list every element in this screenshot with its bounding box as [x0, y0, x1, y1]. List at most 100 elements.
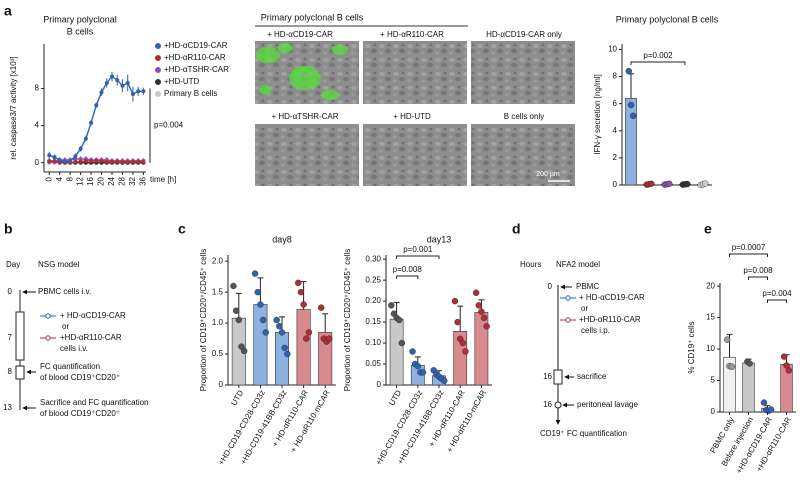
step: of blood CD19⁺CD20⁺	[40, 409, 120, 418]
step: PBMC	[576, 282, 599, 291]
point	[472, 289, 480, 296]
bar	[625, 97, 637, 186]
annotation: p=0.002	[643, 51, 673, 60]
point	[459, 339, 467, 347]
y-tick-label: 0.20	[365, 296, 381, 305]
point	[94, 103, 99, 108]
point	[104, 80, 109, 85]
point	[235, 316, 243, 324]
point	[409, 348, 416, 355]
step: + HD-αCD19-CAR	[579, 293, 645, 302]
legend-label: +HD-αR110-CAR	[164, 53, 226, 62]
microscopy: Primary polyclonal B cells + HD-αCD19-CA…	[255, 12, 575, 186]
point	[273, 316, 280, 324]
micro-image	[363, 41, 467, 104]
step: cells i.v.	[60, 344, 88, 353]
legend-marker	[45, 313, 51, 319]
point	[136, 159, 141, 164]
x-tick-label: + HD-αR110-mCAR	[445, 388, 488, 454]
y-tick-label: 8	[35, 84, 40, 93]
y-tick-label: 0.30	[365, 254, 381, 263]
x-tick-label: 12	[76, 176, 85, 185]
bracket	[396, 255, 440, 259]
point	[99, 158, 104, 163]
x-tick-label: 0	[44, 176, 53, 181]
point	[630, 112, 637, 120]
point	[120, 83, 125, 88]
annotation: p=0.004	[762, 289, 792, 298]
step: cells i.p.	[581, 326, 610, 335]
chart-title: Primary polyclonal	[43, 14, 117, 24]
model: NSG model	[38, 260, 80, 269]
point	[110, 159, 114, 164]
y-tick-label: 0	[377, 380, 382, 389]
step: CD19⁺ FC quantification	[540, 429, 627, 438]
point	[73, 159, 78, 164]
legend-label: +HD-αTSHR-CAR	[164, 65, 229, 74]
x-tick-label: 24	[107, 176, 116, 185]
micro-image	[471, 124, 575, 186]
point	[627, 101, 635, 109]
point	[441, 377, 448, 385]
micro-label: + HD-αR110-CAR	[380, 30, 444, 39]
point	[281, 344, 288, 352]
y-tick-label: 4	[613, 126, 618, 135]
x-tick-label: UTD	[229, 388, 245, 407]
y-tick-label: 2	[613, 153, 618, 162]
point	[141, 89, 146, 94]
x-tick-label: + HD-αR110-mCAR	[289, 388, 332, 454]
y-tick-label: 0.10	[365, 338, 381, 347]
point	[396, 316, 403, 324]
step: peritoneal lavage	[577, 400, 638, 409]
point	[462, 348, 469, 355]
step: Sacrifice and FC quantification	[40, 398, 149, 407]
panel-label: d	[512, 221, 521, 237]
point	[99, 90, 104, 95]
y-axis-label: IFN-γ secretion [ng/ml]	[593, 74, 602, 154]
point	[684, 180, 691, 188]
y-tick-label: 0	[711, 407, 716, 416]
point	[767, 406, 775, 413]
point	[451, 297, 459, 305]
point	[94, 158, 99, 163]
chart-title: Primary polyclonal B cells	[616, 14, 719, 24]
y-tick-label: 0	[35, 158, 40, 167]
point	[780, 353, 788, 360]
legend-marker	[565, 317, 571, 323]
legend-label: +HD-UTD	[164, 77, 200, 86]
annotation: p=0.008	[743, 266, 773, 275]
step: +HD-αR110-CAR	[60, 333, 122, 342]
legend-marker	[565, 295, 571, 301]
micro-image	[363, 124, 467, 186]
point	[89, 158, 94, 163]
timeline-node	[554, 401, 562, 409]
x-tick-label: UTD	[387, 388, 403, 407]
point	[52, 159, 57, 164]
point	[104, 159, 109, 164]
point	[480, 314, 488, 322]
x-tick-label: 16	[86, 176, 95, 185]
bracket	[729, 253, 768, 257]
legend-marker	[45, 335, 51, 341]
y-tick-label: 4	[35, 121, 40, 130]
series-line	[48, 75, 144, 163]
point	[278, 329, 286, 336]
point	[723, 336, 731, 343]
point	[625, 67, 632, 75]
point	[297, 288, 305, 296]
point	[115, 159, 120, 164]
bracket	[630, 61, 686, 65]
point	[388, 302, 395, 309]
y-tick-label: 0.05	[365, 359, 381, 368]
bracket	[767, 299, 787, 303]
bar	[742, 362, 755, 413]
point	[746, 360, 753, 367]
annotation: p=0.004	[154, 121, 184, 130]
y-axis-label: rel. caspase3/7 activity [x10³]	[9, 56, 18, 159]
micro-label: + HD-UTD	[393, 112, 431, 121]
micro-label: HD-αCD19-CAR only	[486, 30, 562, 39]
panel-label: c	[178, 221, 186, 237]
step: +HD-αR110-CAR	[579, 315, 641, 324]
point	[702, 180, 709, 187]
